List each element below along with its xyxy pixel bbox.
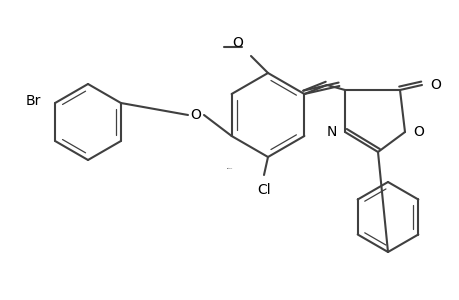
Text: N: N: [326, 125, 336, 139]
Text: O: O: [190, 108, 201, 122]
Text: O: O: [412, 125, 423, 139]
Text: O: O: [429, 78, 440, 92]
Text: methoxy: methoxy: [226, 167, 233, 169]
Text: Cl: Cl: [257, 183, 270, 197]
Text: O: O: [232, 36, 243, 50]
Text: Br: Br: [26, 94, 41, 108]
